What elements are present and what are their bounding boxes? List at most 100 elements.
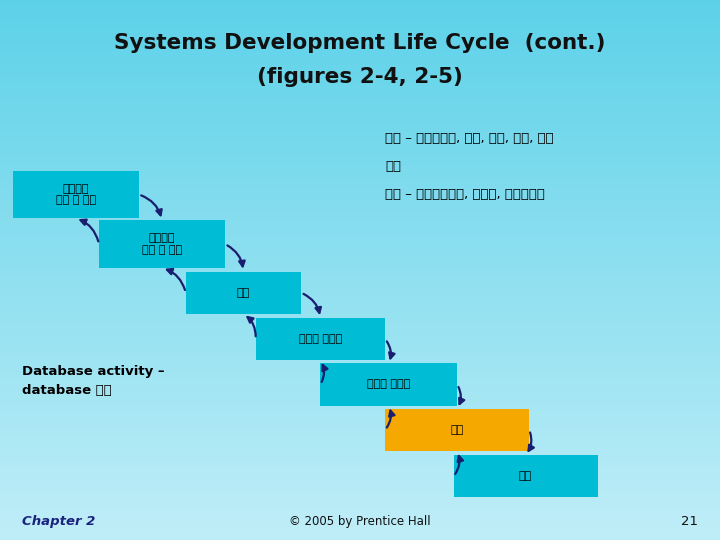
Bar (0, 319, 720, 321)
Bar (0, 8, 720, 11)
Bar (0, 470, 720, 472)
Bar (0, 278, 720, 281)
Bar (0, 221, 720, 224)
Text: 프로젝트
착수 및 계획: 프로젝트 착수 및 계획 (142, 233, 182, 255)
Bar (0, 176, 720, 178)
Bar (0, 262, 720, 265)
Bar (0, 521, 720, 524)
Bar (0, 464, 720, 467)
Bar (0, 332, 720, 335)
Bar (0, 238, 720, 240)
Bar (0, 502, 720, 505)
Bar (0, 246, 720, 248)
Bar (0, 513, 720, 516)
Bar (0, 505, 720, 508)
Bar (0, 192, 720, 194)
Bar (0, 254, 720, 256)
Bar (0, 148, 720, 151)
Bar (0, 73, 720, 76)
Bar (0, 329, 720, 332)
Bar (0, 86, 720, 89)
Bar (0, 348, 720, 351)
Bar (0, 292, 720, 294)
Bar (0, 70, 720, 73)
Bar (0, 122, 720, 124)
Bar (0, 113, 720, 116)
Bar (0, 478, 720, 481)
FancyBboxPatch shape (320, 363, 457, 406)
Bar (0, 108, 720, 111)
Bar (0, 294, 720, 297)
Bar (0, 381, 720, 383)
Bar (0, 146, 720, 148)
Bar (0, 526, 720, 529)
Bar (0, 227, 720, 229)
Bar (0, 524, 720, 526)
Text: 보수: 보수 (519, 471, 532, 481)
Text: 프로젝트
확인 및 선택: 프로젝트 확인 및 선택 (55, 184, 96, 205)
Text: 논리적 디자인: 논리적 디자인 (299, 334, 342, 344)
Bar (0, 340, 720, 343)
Bar (0, 143, 720, 146)
Bar (0, 308, 720, 310)
Bar (0, 157, 720, 159)
Bar (0, 273, 720, 275)
Bar (0, 248, 720, 251)
Bar (0, 151, 720, 154)
Bar (0, 167, 720, 170)
Bar (0, 162, 720, 165)
Bar (0, 400, 720, 402)
Bar (0, 508, 720, 510)
Bar (0, 230, 720, 232)
Bar (0, 500, 720, 502)
Text: 실행 – 운영프로그램, 설명서, 연습재료들: 실행 – 운영프로그램, 설명서, 연습재료들 (385, 188, 545, 201)
Bar (0, 202, 720, 205)
Bar (0, 362, 720, 364)
Text: 목적 – 프로그래밍, 검사, 연습, 설치, 문서: 목적 – 프로그래밍, 검사, 연습, 설치, 문서 (385, 132, 554, 145)
Bar (0, 324, 720, 327)
Bar (0, 364, 720, 367)
Bar (0, 124, 720, 127)
Text: Database activity –
database 개발: Database activity – database 개발 (22, 364, 164, 397)
Bar (0, 105, 720, 108)
Bar (0, 408, 720, 410)
Bar (0, 184, 720, 186)
Bar (0, 432, 720, 435)
Bar (0, 367, 720, 370)
Bar (0, 0, 720, 3)
Bar (0, 224, 720, 227)
Bar (0, 5, 720, 8)
Bar (0, 321, 720, 324)
Bar (0, 378, 720, 381)
Bar (0, 286, 720, 289)
Bar (0, 49, 720, 51)
Bar (0, 16, 720, 19)
Bar (0, 119, 720, 122)
Bar (0, 435, 720, 437)
Bar (0, 22, 720, 24)
Bar (0, 443, 720, 445)
Bar (0, 267, 720, 270)
Bar (0, 494, 720, 497)
Bar (0, 486, 720, 489)
Bar (0, 100, 720, 103)
FancyBboxPatch shape (13, 171, 138, 218)
Bar (0, 256, 720, 259)
FancyBboxPatch shape (99, 220, 225, 268)
Bar (0, 424, 720, 427)
Bar (0, 200, 720, 202)
Bar (0, 194, 720, 197)
Bar (0, 537, 720, 540)
Text: 물리적 디자인: 물리적 디자인 (367, 380, 410, 389)
Bar (0, 289, 720, 292)
Text: Systems Development Life Cycle  (cont.): Systems Development Life Cycle (cont.) (114, 33, 606, 53)
Bar (0, 535, 720, 537)
Bar (0, 375, 720, 378)
Bar (0, 394, 720, 397)
Bar (0, 251, 720, 254)
Bar (0, 216, 720, 219)
Bar (0, 316, 720, 319)
Bar (0, 497, 720, 500)
Bar (0, 32, 720, 35)
Bar (0, 335, 720, 338)
